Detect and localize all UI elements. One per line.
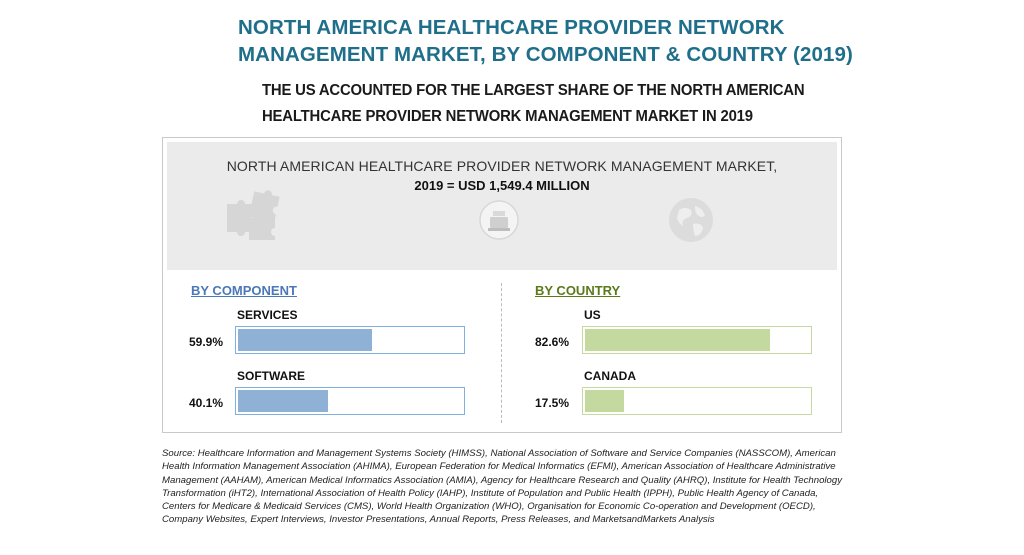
market-size-banner: NORTH AMERICAN HEALTHCARE PROVIDER NETWO… [167,142,837,270]
puzzle-icon [227,190,280,240]
services-label: SERVICES [237,308,298,322]
source-note: Source: Healthcare Information and Manag… [162,448,843,526]
canada-bar [585,390,624,412]
globe-icon [669,198,713,242]
cash-register-icon [479,200,519,240]
canada-value: 17.5% [534,396,569,410]
us-label: US [584,308,601,322]
subtitle-line-2: HEALTHCARE PROVIDER NETWORK MANAGEMENT M… [262,108,753,125]
title-line-2: MANAGEMENT MARKET, BY COMPONENT & COUNTR… [238,43,853,66]
infographic-card: NORTH AMERICAN HEALTHCARE PROVIDER NETWO… [162,137,842,433]
title-line-1: NORTH AMERICA HEALTHCARE PROVIDER NETWOR… [238,16,785,39]
chart-title: NORTH AMERICA HEALTHCARE PROVIDER NETWOR… [238,14,878,68]
by-component-title: BY COMPONENT [191,283,297,298]
by-country-title: BY COUNTRY [535,283,621,298]
chart-subtitle: THE US ACCOUNTED FOR THE LARGEST SHARE O… [262,78,839,130]
canada-bar-frame [582,387,812,415]
software-label: SOFTWARE [237,369,305,383]
services-value: 59.9% [188,335,223,349]
services-bar-frame [235,326,465,354]
market-size-label: NORTH AMERICAN HEALTHCARE PROVIDER NETWO… [226,158,778,174]
subtitle-line-1: THE US ACCOUNTED FOR THE LARGEST SHARE O… [262,82,805,99]
software-bar [238,390,328,412]
software-bar-frame [235,387,465,415]
canada-label: CANADA [584,369,636,383]
us-value: 82.6% [534,335,569,349]
us-bar-frame [582,326,812,354]
section-divider [501,283,502,423]
market-size-value: 2019 = USD 1,549.4 MILLION [414,178,590,193]
us-bar [585,329,770,351]
services-bar [238,329,372,351]
software-value: 40.1% [188,396,223,410]
